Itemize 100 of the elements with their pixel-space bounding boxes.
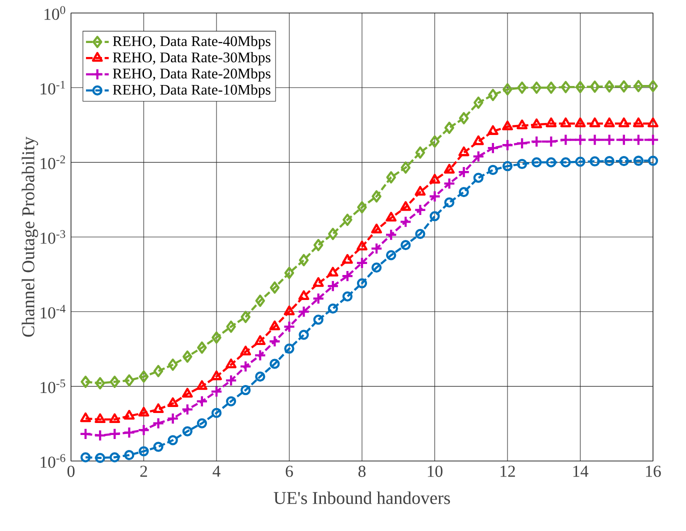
point (386, 171, 396, 184)
point (458, 186, 469, 198)
point (182, 350, 192, 363)
legend-label: REHO, Data Rate-30Mbps (112, 52, 270, 66)
point (80, 452, 91, 462)
point (196, 380, 208, 390)
point (618, 134, 630, 146)
point (168, 358, 178, 371)
point (386, 212, 397, 222)
point (210, 385, 223, 398)
point (254, 349, 266, 362)
y-tick-label: 10$^{-5}$ (40, 380, 66, 394)
point (371, 224, 382, 234)
x-tick-label: 6 (286, 466, 293, 477)
point (95, 452, 106, 463)
point (357, 201, 367, 214)
point (240, 346, 252, 356)
point (341, 270, 354, 282)
point (123, 426, 136, 439)
point (371, 262, 382, 273)
point (182, 388, 193, 398)
point (632, 117, 644, 128)
point (400, 201, 412, 211)
point (138, 424, 150, 436)
point (255, 294, 266, 307)
point (240, 310, 250, 324)
point (182, 426, 192, 436)
point (486, 142, 500, 154)
point (646, 134, 660, 146)
point (268, 335, 281, 348)
y-tick-label: 10$^{-1}$ (40, 80, 65, 94)
point (589, 117, 600, 128)
point (488, 88, 498, 102)
point (138, 446, 149, 456)
x-tick-label: 10 (428, 466, 442, 477)
point (430, 211, 440, 222)
y-tick-label: 10$^{-2}$ (40, 155, 65, 170)
point (342, 291, 353, 302)
point (648, 80, 658, 92)
point (269, 320, 280, 330)
point (356, 278, 368, 288)
point (516, 120, 528, 130)
point (604, 156, 614, 166)
point (110, 452, 120, 462)
point (400, 240, 411, 250)
point (298, 330, 309, 340)
point (124, 374, 134, 387)
point (619, 80, 629, 93)
point (560, 134, 572, 146)
point (604, 117, 615, 128)
point (152, 403, 164, 414)
point (196, 395, 208, 408)
point (327, 266, 338, 277)
point (312, 277, 324, 287)
x-tick-label: 4 (212, 466, 220, 477)
point (574, 117, 586, 128)
point (488, 164, 498, 176)
point (444, 164, 455, 174)
point (618, 117, 630, 128)
x-tick-label: 14 (573, 466, 588, 477)
point (153, 364, 164, 378)
y-tick-label: 10$^{0}$ (44, 6, 66, 20)
point (530, 135, 543, 148)
point (298, 306, 310, 318)
point (473, 172, 484, 183)
point (372, 190, 382, 203)
point (94, 413, 106, 424)
point (226, 358, 237, 368)
y-tick-label: 10$^{-4}$ (40, 304, 66, 318)
point (254, 335, 266, 345)
x-tick-label: 16 (646, 466, 661, 477)
point (603, 134, 616, 146)
point (313, 314, 324, 325)
point (270, 281, 280, 294)
point (634, 80, 644, 92)
point (326, 280, 340, 292)
point (429, 174, 440, 184)
x-axis-title: UE's Inbound handovers (274, 491, 450, 504)
point (516, 137, 528, 150)
point (168, 435, 178, 446)
point (414, 204, 426, 216)
point (284, 266, 294, 280)
point (197, 341, 207, 354)
point (211, 370, 222, 380)
point (444, 197, 454, 208)
point (487, 125, 498, 135)
point (94, 429, 106, 442)
point (502, 83, 512, 96)
point (239, 360, 252, 373)
point (575, 80, 586, 94)
point (560, 117, 572, 128)
point (618, 156, 629, 166)
point (298, 290, 310, 300)
point (400, 161, 411, 174)
point (80, 376, 90, 388)
point (590, 156, 600, 166)
y-axis-title: Channel Outage Probability (22, 136, 38, 337)
x-tick-label: 0 (67, 466, 75, 477)
point (545, 135, 558, 148)
point (138, 370, 149, 383)
